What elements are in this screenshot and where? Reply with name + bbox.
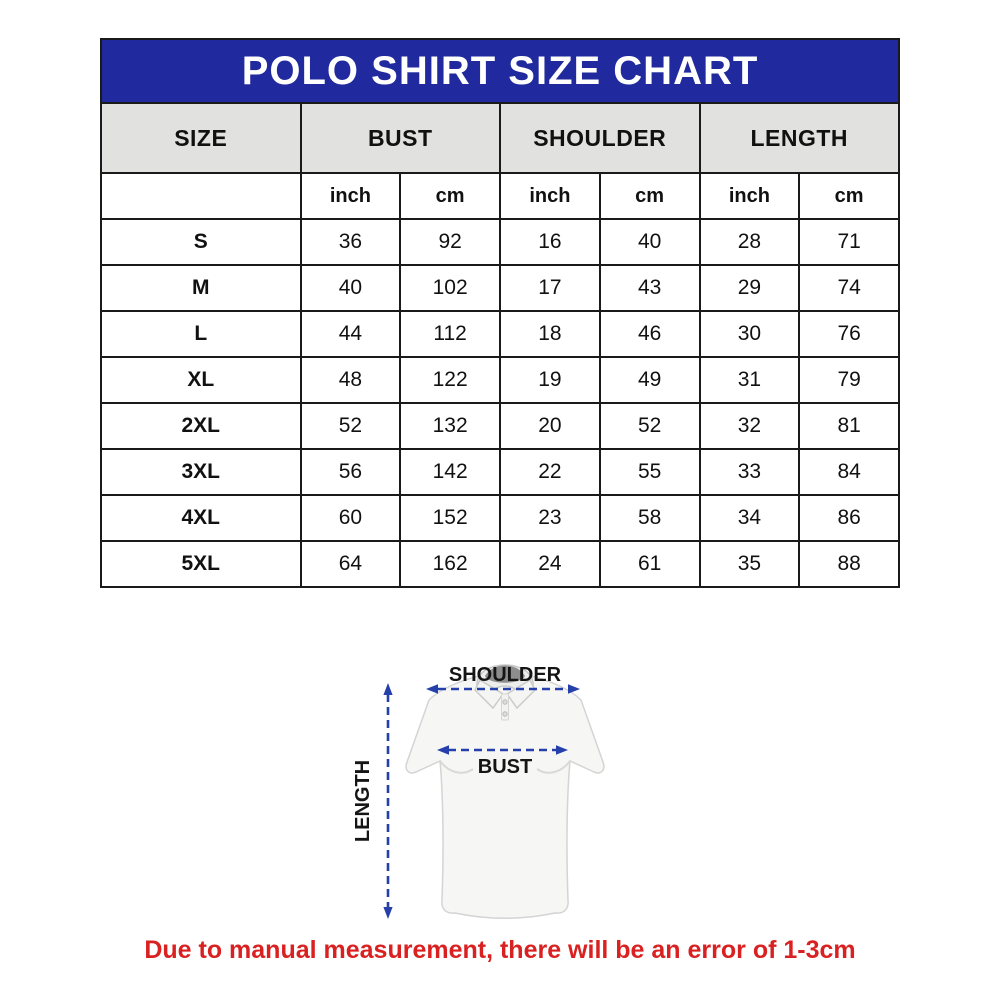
neck-opening xyxy=(485,665,525,683)
table-row: S 36 92 16 40 28 71 xyxy=(100,218,900,266)
measurement-cell: 61 xyxy=(598,540,701,588)
left-underarm-shade xyxy=(439,760,474,774)
measurement-cell: 102 xyxy=(399,264,501,312)
size-label-cell: 4XL xyxy=(100,494,302,542)
table-row: 2XL 52 132 20 52 32 81 xyxy=(100,402,900,450)
measurement-cell: 92 xyxy=(399,218,501,266)
table-row: XL 48 122 19 49 31 79 xyxy=(100,356,900,404)
size-table-body: S 36 92 16 40 28 71 M 40 102 17 43 29 74 L 44 112 18 46 30 7… xyxy=(100,218,900,588)
unit-header: cm xyxy=(399,172,501,220)
polo-shirt-diagram: SHOULDER BUST LENGTH xyxy=(352,664,605,919)
column-group-row: SIZE BUST SHOULDER LENGTH xyxy=(100,102,900,174)
chart-title: POLO SHIRT SIZE CHART xyxy=(100,38,900,104)
measurement-cell: 81 xyxy=(798,402,900,450)
measurement-cell: 31 xyxy=(698,356,801,404)
size-label-cell: 5XL xyxy=(100,540,302,588)
measurement-cell: 18 xyxy=(499,310,601,358)
measurement-cell: 52 xyxy=(598,402,701,450)
table-row: M 40 102 17 43 29 74 xyxy=(100,264,900,312)
measurement-cell: 46 xyxy=(598,310,701,358)
unit-header: cm xyxy=(798,172,900,220)
measurement-cell: 16 xyxy=(499,218,601,266)
measurement-cell: 84 xyxy=(798,448,900,496)
unit-header: inch xyxy=(499,172,601,220)
measurement-cell: 29 xyxy=(698,264,801,312)
length-arrow-bottom-head xyxy=(383,907,393,919)
bust-arrow-right-head xyxy=(556,745,568,755)
table-row: 4XL 60 152 23 58 34 86 xyxy=(100,494,900,542)
measurement-cell: 48 xyxy=(299,356,402,404)
shoulder-label: SHOULDER xyxy=(449,664,562,686)
measurement-cell: 32 xyxy=(698,402,801,450)
measurement-cell: 71 xyxy=(798,218,900,266)
measurement-cell: 56 xyxy=(299,448,402,496)
unit-header: inch xyxy=(698,172,801,220)
measurement-cell: 142 xyxy=(399,448,501,496)
measurement-cell: 44 xyxy=(299,310,402,358)
unit-header: cm xyxy=(598,172,701,220)
unit-header: inch xyxy=(299,172,402,220)
measurement-cell: 23 xyxy=(499,494,601,542)
unit-row: inch cm inch cm inch cm xyxy=(100,172,900,220)
measurement-cell: 76 xyxy=(798,310,900,358)
measurement-cell: 64 xyxy=(299,540,402,588)
column-header-length: LENGTH xyxy=(698,102,900,174)
measurement-cell: 79 xyxy=(798,356,900,404)
table-row: L 44 112 18 46 30 76 xyxy=(100,310,900,358)
measurement-cell: 28 xyxy=(698,218,801,266)
measurement-cell: 162 xyxy=(399,540,501,588)
size-label-cell: 2XL xyxy=(100,402,302,450)
measurement-cell: 58 xyxy=(598,494,701,542)
measurement-cell: 19 xyxy=(499,356,601,404)
right-underarm-shade xyxy=(536,760,571,774)
measurement-cell: 36 xyxy=(299,218,402,266)
shoulder-arrow-left-head xyxy=(426,684,438,694)
measurement-cell: 52 xyxy=(299,402,402,450)
size-label-cell: XL xyxy=(100,356,302,404)
polo-button xyxy=(502,699,508,705)
measurement-cell: 49 xyxy=(598,356,701,404)
measurement-cell: 24 xyxy=(499,540,601,588)
measurement-cell: 43 xyxy=(598,264,701,312)
length-arrow-top-head xyxy=(383,683,393,695)
title-row: POLO SHIRT SIZE CHART xyxy=(100,38,900,104)
measurement-cell: 60 xyxy=(299,494,402,542)
measurement-cell: 35 xyxy=(698,540,801,588)
measurement-cell: 22 xyxy=(499,448,601,496)
collar-right-flap xyxy=(505,678,536,710)
measurement-cell: 55 xyxy=(598,448,701,496)
measurement-cell: 34 xyxy=(698,494,801,542)
size-label-cell: 3XL xyxy=(100,448,302,496)
table-row: 5XL 64 162 24 61 35 88 xyxy=(100,540,900,588)
measurement-cell: 112 xyxy=(399,310,501,358)
length-label: LENGTH xyxy=(352,760,374,842)
measurement-cell: 74 xyxy=(798,264,900,312)
column-header-size: SIZE xyxy=(100,102,302,174)
table-row: 3XL 56 142 22 55 33 84 xyxy=(100,448,900,496)
unit-blank-cell xyxy=(100,172,302,220)
bust-label: BUST xyxy=(478,756,532,778)
measurement-cell: 30 xyxy=(698,310,801,358)
size-label-cell: L xyxy=(100,310,302,358)
column-header-bust: BUST xyxy=(299,102,501,174)
bust-arrow-left-head xyxy=(437,745,449,755)
polo-button xyxy=(502,711,508,717)
size-chart-table: POLO SHIRT SIZE CHART SIZE BUST SHOULDER… xyxy=(100,38,900,588)
size-label-cell: M xyxy=(100,264,302,312)
column-header-shoulder: SHOULDER xyxy=(499,102,701,174)
measurement-cell: 88 xyxy=(798,540,900,588)
measurement-cell: 152 xyxy=(399,494,501,542)
size-label-cell: S xyxy=(100,218,302,266)
measurement-cell: 33 xyxy=(698,448,801,496)
shoulder-arrow-right-head xyxy=(568,684,580,694)
measurement-cell: 17 xyxy=(499,264,601,312)
measurement-cell: 86 xyxy=(798,494,900,542)
measurement-cell: 20 xyxy=(499,402,601,450)
measurement-cell: 132 xyxy=(399,402,501,450)
measurement-disclaimer: Due to manual measurement, there will be… xyxy=(144,936,856,964)
measurement-cell: 40 xyxy=(598,218,701,266)
measurement-cell: 122 xyxy=(399,356,501,404)
measurement-cell: 40 xyxy=(299,264,402,312)
